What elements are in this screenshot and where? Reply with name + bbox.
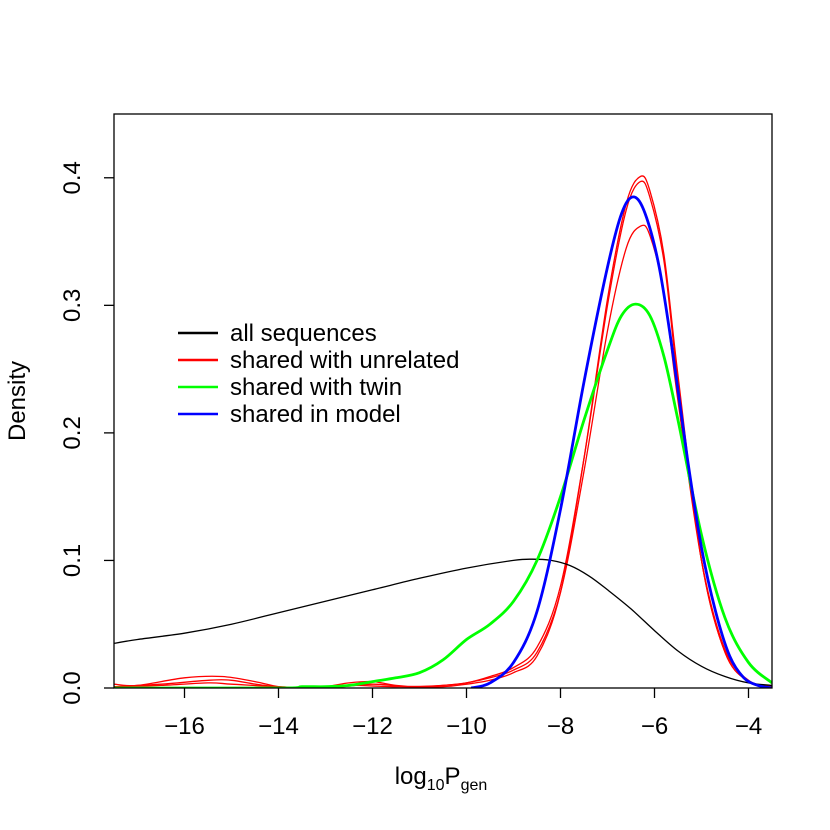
legend-label: shared in model [230, 401, 401, 428]
x-axis-title: log10Pgen [395, 763, 488, 794]
y-tick-label: 0.0 [59, 671, 86, 704]
x-tick-label: −8 [547, 713, 574, 740]
y-tick-label: 0.1 [59, 544, 86, 577]
series-line-shared-with-unrelated-2 [114, 180, 772, 688]
y-tick-label: 0.3 [59, 289, 86, 322]
x-tick-label: −4 [735, 713, 762, 740]
series-line-shared-in-model-5 [470, 195, 772, 688]
x-axis: −16 −14 −12 −10 −8 −6 −4 [164, 688, 762, 740]
series-line-shared-with-twin-4 [114, 302, 772, 688]
series-line-shared-with-unrelated-3 [114, 175, 772, 688]
y-tick-label: 0.2 [59, 416, 86, 449]
y-axis-title: Density [4, 361, 31, 441]
legend-label: shared with unrelated [230, 347, 459, 374]
x-tick-label: −16 [164, 713, 205, 740]
x-tick-label: −6 [641, 713, 668, 740]
density-curves [114, 175, 772, 688]
x-tick-label: −14 [258, 713, 299, 740]
series-line-shared-with-unrelated-1 [114, 224, 772, 688]
y-tick-label: 0.4 [59, 161, 86, 194]
x-tick-label: −12 [352, 713, 393, 740]
y-axis: 0.0 0.1 0.2 0.3 0.4 [59, 161, 114, 705]
legend-label: shared with twin [230, 374, 402, 401]
series-line-all-sequences-0 [114, 558, 772, 687]
x-tick-label: −10 [446, 713, 487, 740]
legend-label: all sequences [230, 320, 377, 347]
plot-frame [113, 113, 773, 689]
